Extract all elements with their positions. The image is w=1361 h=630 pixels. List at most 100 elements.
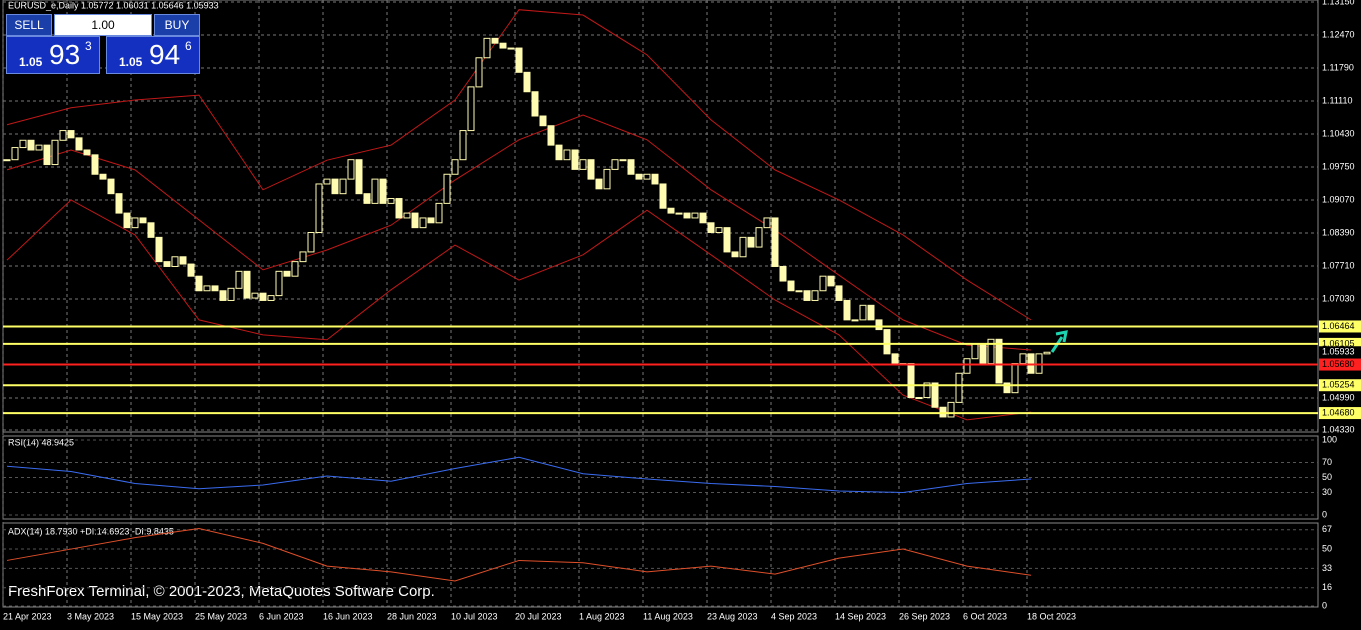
date-label: 1 Aug 2023 <box>579 611 625 621</box>
volume-input[interactable]: 1.00 <box>54 14 152 36</box>
trade-panel: SELL 1.00 BUY 1.05 93 3 1.05 94 6 <box>6 14 200 74</box>
candle <box>1019 353 1027 365</box>
candle <box>411 212 419 229</box>
osc-tick-label: 50 <box>1322 543 1332 553</box>
candle <box>811 290 819 301</box>
candle <box>259 292 267 301</box>
price-tick-label: 1.07710 <box>1322 260 1355 270</box>
ask-pips: 94 <box>149 39 181 70</box>
osc-tick-label: 30 <box>1322 487 1332 497</box>
sell-button[interactable]: SELL <box>6 14 52 36</box>
bid-quote[interactable]: 1.05 93 3 <box>6 36 100 74</box>
candle <box>203 285 211 292</box>
candle <box>339 178 347 195</box>
candle <box>763 217 771 229</box>
candle <box>43 144 51 166</box>
date-label: 10 Jul 2023 <box>451 611 498 621</box>
candle <box>795 290 803 293</box>
candle <box>547 125 555 146</box>
candle <box>211 285 219 292</box>
ask-quote[interactable]: 1.05 94 6 <box>106 36 200 74</box>
candle <box>331 178 339 195</box>
current-price-label: 1.05933 <box>1322 347 1355 357</box>
candle <box>459 130 467 161</box>
date-label: 11 Aug 2023 <box>643 611 693 621</box>
candle <box>843 299 851 321</box>
candle <box>643 173 651 180</box>
ask-point: 6 <box>185 39 192 53</box>
osc-tick-label: 67 <box>1322 524 1332 534</box>
date-label: 6 Oct 2023 <box>963 611 1007 621</box>
watermark: FreshForex Terminal, © 2001-2023, MetaQu… <box>8 583 435 600</box>
main-frame <box>2 0 1319 433</box>
candle <box>771 217 779 267</box>
candle <box>875 319 883 331</box>
candle <box>59 130 67 141</box>
candle <box>923 382 931 399</box>
price-tag <box>1319 346 1361 359</box>
candle <box>907 363 915 399</box>
candle <box>499 42 507 49</box>
candle <box>603 168 611 190</box>
ask-big: 1.05 <box>119 55 143 69</box>
osc-tick-label: 33 <box>1322 563 1332 573</box>
candle <box>995 338 1003 384</box>
candle <box>371 178 379 204</box>
candle <box>91 154 99 175</box>
candle <box>931 382 939 408</box>
bid-point: 3 <box>85 39 92 53</box>
candle <box>267 295 275 301</box>
candle <box>443 173 451 204</box>
candle <box>683 212 691 219</box>
osc-tick-label: 0 <box>1322 509 1327 519</box>
candle <box>627 159 635 175</box>
candle <box>395 198 403 219</box>
candle <box>915 397 923 400</box>
candle <box>979 343 987 365</box>
candle <box>171 256 179 267</box>
date-label: 3 May 2023 <box>67 611 114 621</box>
candle <box>347 159 355 180</box>
candle <box>387 198 395 204</box>
candle <box>507 47 515 50</box>
candle <box>83 149 91 156</box>
candle <box>691 212 699 219</box>
price-tick-label: 1.09750 <box>1322 161 1355 171</box>
candle <box>699 212 707 224</box>
candle <box>155 236 163 263</box>
candle <box>11 147 19 161</box>
candle <box>651 173 659 185</box>
candle <box>523 71 531 93</box>
candle <box>883 329 891 355</box>
price-tick-label: 1.11790 <box>1322 62 1354 72</box>
candle <box>611 159 619 170</box>
candle <box>947 401 955 418</box>
osc-tick-label: 50 <box>1322 472 1332 482</box>
level-tag <box>1319 358 1361 371</box>
candle <box>659 183 667 209</box>
candle <box>955 372 963 403</box>
candle <box>147 222 155 238</box>
level-label: 1.04680 <box>1322 407 1355 417</box>
candle <box>819 275 827 292</box>
candle <box>227 287 235 301</box>
candle <box>555 144 563 161</box>
candle <box>379 178 387 204</box>
osc-tick-label: 16 <box>1322 582 1332 592</box>
date-label: 28 Jun 2023 <box>387 611 437 621</box>
candle <box>307 232 315 253</box>
candle <box>587 159 595 180</box>
bollinger-middle <box>6 114 1032 351</box>
candle <box>779 265 787 282</box>
candle <box>435 202 443 224</box>
candle <box>355 159 363 195</box>
candle <box>403 212 411 219</box>
candle <box>323 178 331 185</box>
buy-button[interactable]: BUY <box>154 14 200 36</box>
osc-tick-label: 100 <box>1322 434 1337 444</box>
date-label: 20 Jul 2023 <box>515 611 562 621</box>
candle <box>891 353 899 365</box>
price-tick-label: 1.04990 <box>1322 392 1355 402</box>
